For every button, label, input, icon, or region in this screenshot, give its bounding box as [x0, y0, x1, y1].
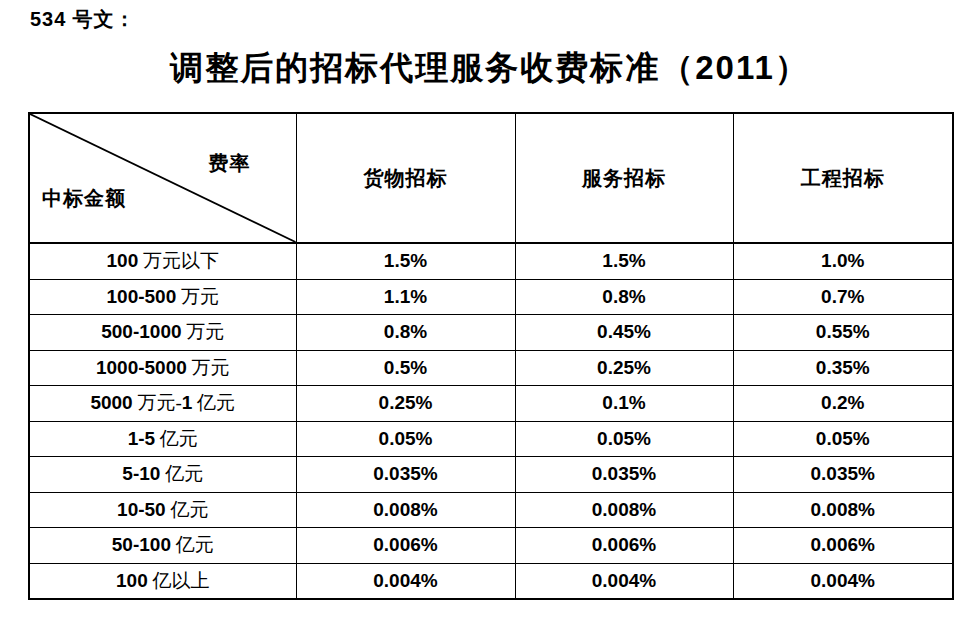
amount-range-cell: 50-100 亿元	[29, 528, 296, 564]
rate-cell-engineering: 0.35%	[733, 350, 953, 386]
amount-range-cell: 5000 万元-1 亿元	[29, 386, 296, 422]
rate-cell-services: 0.8%	[515, 279, 733, 315]
amount-range-cell: 100-500 万元	[29, 279, 296, 315]
document-page: 534 号文： 调整后的招标代理服务收费标准（2011） 费率 中标金额 货物招…	[0, 0, 979, 629]
amount-range-cell: 100 亿以上	[29, 563, 296, 599]
rate-cell-engineering: 0.004%	[733, 563, 953, 599]
amount-range-cell: 5-10 亿元	[29, 457, 296, 493]
table-row: 50-100 亿元 0.006% 0.006% 0.006%	[29, 528, 953, 564]
rate-cell-goods: 0.035%	[296, 457, 515, 493]
rate-cell-goods: 0.05%	[296, 421, 515, 457]
table-row: 1-5 亿元 0.05% 0.05% 0.05%	[29, 421, 953, 457]
rate-cell-goods: 0.004%	[296, 563, 515, 599]
rate-cell-services: 0.008%	[515, 492, 733, 528]
header-row: 费率 中标金额 货物招标 服务招标 工程招标	[29, 113, 953, 243]
rate-cell-goods: 0.008%	[296, 492, 515, 528]
column-header-services: 服务招标	[515, 113, 733, 243]
rate-cell-goods: 1.5%	[296, 243, 515, 279]
rate-cell-engineering: 0.55%	[733, 315, 953, 351]
rate-cell-goods: 0.8%	[296, 315, 515, 351]
rate-cell-goods: 0.006%	[296, 528, 515, 564]
rate-cell-engineering: 0.7%	[733, 279, 953, 315]
table-row: 5000 万元-1 亿元 0.25% 0.1% 0.2%	[29, 386, 953, 422]
table-row: 1000-5000 万元 0.5% 0.25% 0.35%	[29, 350, 953, 386]
rate-cell-engineering: 0.035%	[733, 457, 953, 493]
rate-cell-engineering: 0.006%	[733, 528, 953, 564]
rate-cell-engineering: 1.0%	[733, 243, 953, 279]
amount-range-cell: 1-5 亿元	[29, 421, 296, 457]
amount-range-cell: 1000-5000 万元	[29, 350, 296, 386]
rate-cell-services: 0.006%	[515, 528, 733, 564]
table-row: 10-50 亿元 0.008% 0.008% 0.008%	[29, 492, 953, 528]
rate-cell-engineering: 0.2%	[733, 386, 953, 422]
page-title: 调整后的招标代理服务收费标准（2011）	[28, 46, 952, 91]
rate-cell-services: 1.5%	[515, 243, 733, 279]
amount-range-cell: 10-50 亿元	[29, 492, 296, 528]
corner-cell: 费率 中标金额	[29, 113, 296, 243]
rate-cell-services: 0.05%	[515, 421, 733, 457]
rate-cell-engineering: 0.05%	[733, 421, 953, 457]
rate-cell-goods: 0.25%	[296, 386, 515, 422]
amount-range-cell: 500-1000 万元	[29, 315, 296, 351]
rate-cell-services: 0.45%	[515, 315, 733, 351]
corner-label-rate: 费率	[209, 150, 251, 177]
table-row: 5-10 亿元 0.035% 0.035% 0.035%	[29, 457, 953, 493]
amount-range-cell: 100 万元以下	[29, 243, 296, 279]
table-row: 100 万元以下 1.5% 1.5% 1.0%	[29, 243, 953, 279]
rate-cell-goods: 0.5%	[296, 350, 515, 386]
column-header-goods: 货物招标	[296, 113, 515, 243]
rate-cell-goods: 1.1%	[296, 279, 515, 315]
rate-cell-engineering: 0.008%	[733, 492, 953, 528]
column-header-engineering: 工程招标	[733, 113, 953, 243]
table-row: 100-500 万元 1.1% 0.8% 0.7%	[29, 279, 953, 315]
rate-cell-services: 0.1%	[515, 386, 733, 422]
diagonal-line	[30, 114, 296, 242]
rate-cell-services: 0.004%	[515, 563, 733, 599]
table-row: 500-1000 万元 0.8% 0.45% 0.55%	[29, 315, 953, 351]
rate-cell-services: 0.25%	[515, 350, 733, 386]
rate-cell-services: 0.035%	[515, 457, 733, 493]
fee-rate-table: 费率 中标金额 货物招标 服务招标 工程招标 100 万元以下 1.5% 1.5…	[28, 112, 954, 600]
table-row: 100 亿以上 0.004% 0.004% 0.004%	[29, 563, 953, 599]
doc-number: 534 号文：	[30, 6, 135, 33]
corner-label-amount: 中标金额	[42, 185, 126, 212]
